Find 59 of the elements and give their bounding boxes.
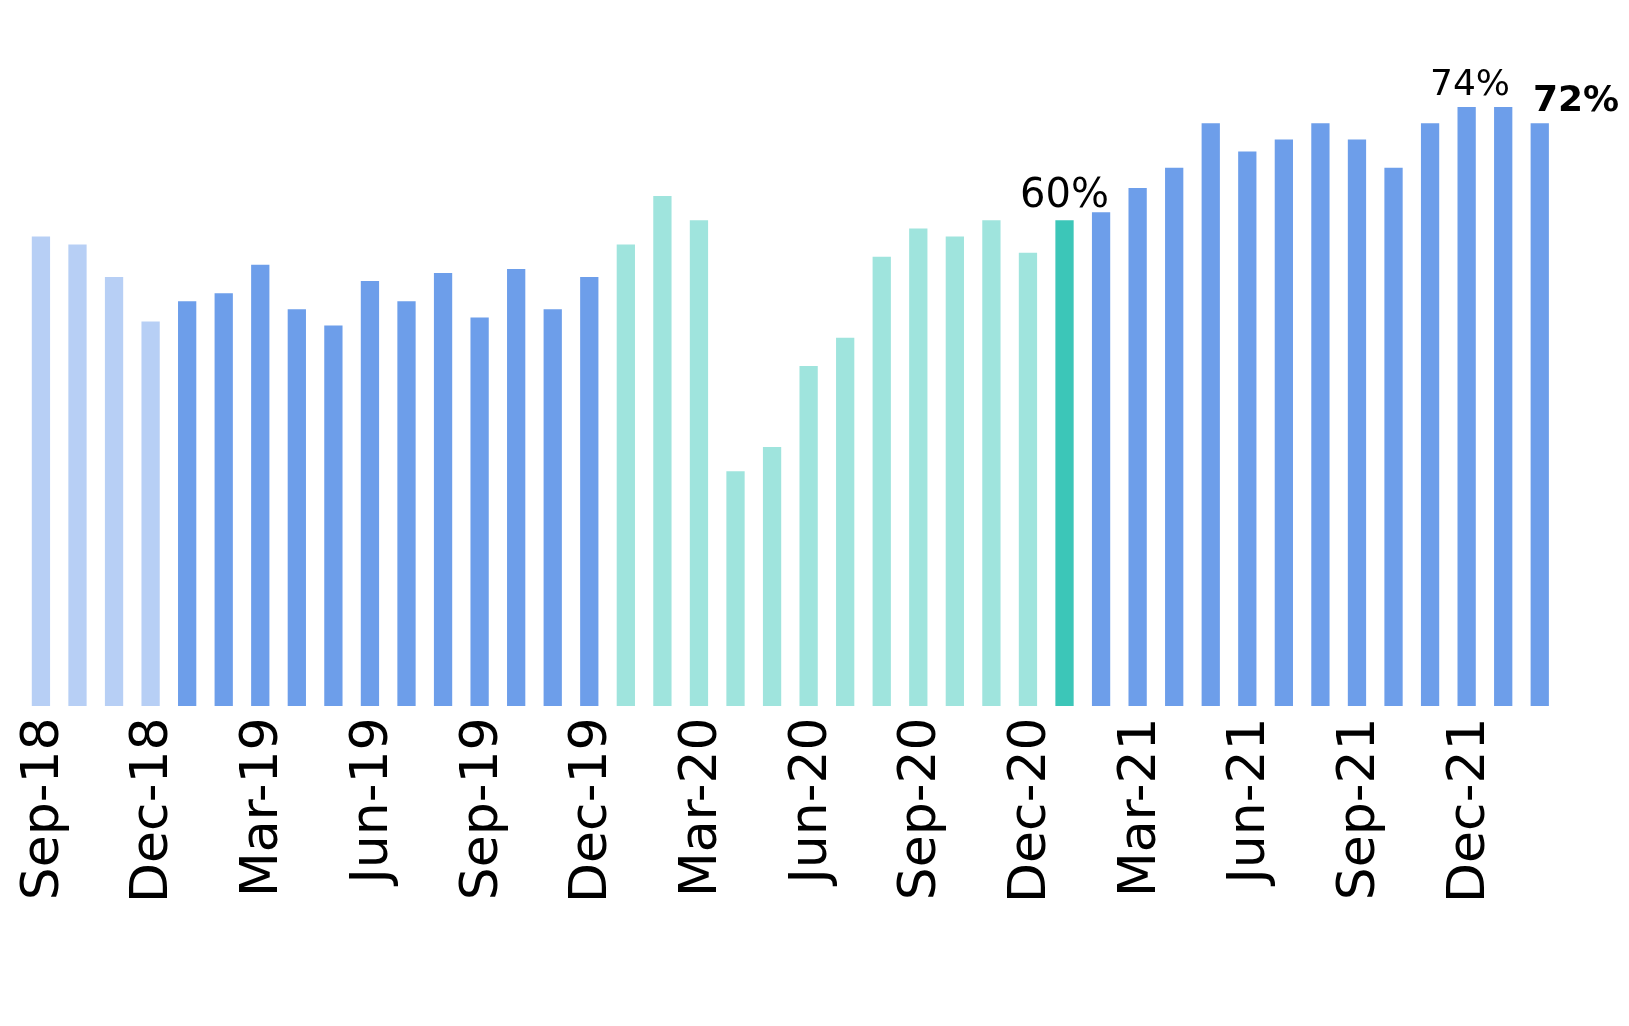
x-tick-label: Dec-21 <box>1435 717 1496 903</box>
bar <box>1384 167 1403 706</box>
data-label: 74% <box>1430 62 1511 103</box>
x-tick-label: Sep-18 <box>9 717 70 901</box>
bar <box>762 446 782 706</box>
bar <box>360 281 380 706</box>
bar <box>397 301 416 706</box>
bar <box>543 309 562 706</box>
bar <box>507 268 526 706</box>
bar <box>1420 123 1440 706</box>
bar <box>287 309 306 706</box>
bar <box>433 272 453 706</box>
bar <box>1311 123 1330 706</box>
bar <box>1238 151 1257 706</box>
bar <box>1128 187 1147 706</box>
bar <box>799 366 818 706</box>
x-tick-label: Mar-21 <box>1106 717 1167 898</box>
bar <box>141 321 160 706</box>
data-label: 72% <box>1533 78 1620 119</box>
x-tick-label: Sep-19 <box>448 717 509 901</box>
x-tick-label: Sep-21 <box>1325 717 1386 901</box>
x-tick-label: Sep-20 <box>887 717 948 901</box>
bar <box>1165 167 1184 706</box>
bar <box>872 256 891 706</box>
bar <box>836 337 855 706</box>
bar <box>104 276 124 706</box>
x-tick-label: Jun-21 <box>1216 717 1277 887</box>
bar <box>251 264 270 706</box>
bar <box>726 471 745 706</box>
bar <box>945 236 964 706</box>
x-tick-label: Mar-19 <box>229 717 290 898</box>
bar <box>178 301 197 706</box>
bar <box>68 244 87 706</box>
x-tick-label: Mar-20 <box>667 717 728 898</box>
bar <box>324 325 343 706</box>
bar <box>1530 123 1549 706</box>
bar <box>1055 220 1074 706</box>
bar <box>1201 123 1220 706</box>
x-tick-label: Dec-19 <box>558 717 619 903</box>
bar <box>31 236 51 706</box>
bar <box>1274 139 1293 706</box>
bar <box>616 244 635 706</box>
x-tick-label: Dec-18 <box>119 717 180 903</box>
bar <box>214 293 233 706</box>
x-tick-label: Dec-20 <box>996 717 1057 903</box>
bar <box>909 228 928 706</box>
bar <box>1457 107 1476 706</box>
bar <box>1494 107 1513 706</box>
bar <box>1018 252 1038 706</box>
bar <box>1347 139 1367 706</box>
x-tick-label: Jun-19 <box>338 717 399 887</box>
bar <box>653 196 672 706</box>
bar <box>689 220 709 706</box>
data-label: 60% <box>1020 170 1109 216</box>
x-tick-label: Jun-20 <box>777 717 838 887</box>
bar <box>982 220 1001 706</box>
bar <box>470 317 489 706</box>
bar <box>580 276 599 706</box>
bar <box>1091 212 1111 706</box>
